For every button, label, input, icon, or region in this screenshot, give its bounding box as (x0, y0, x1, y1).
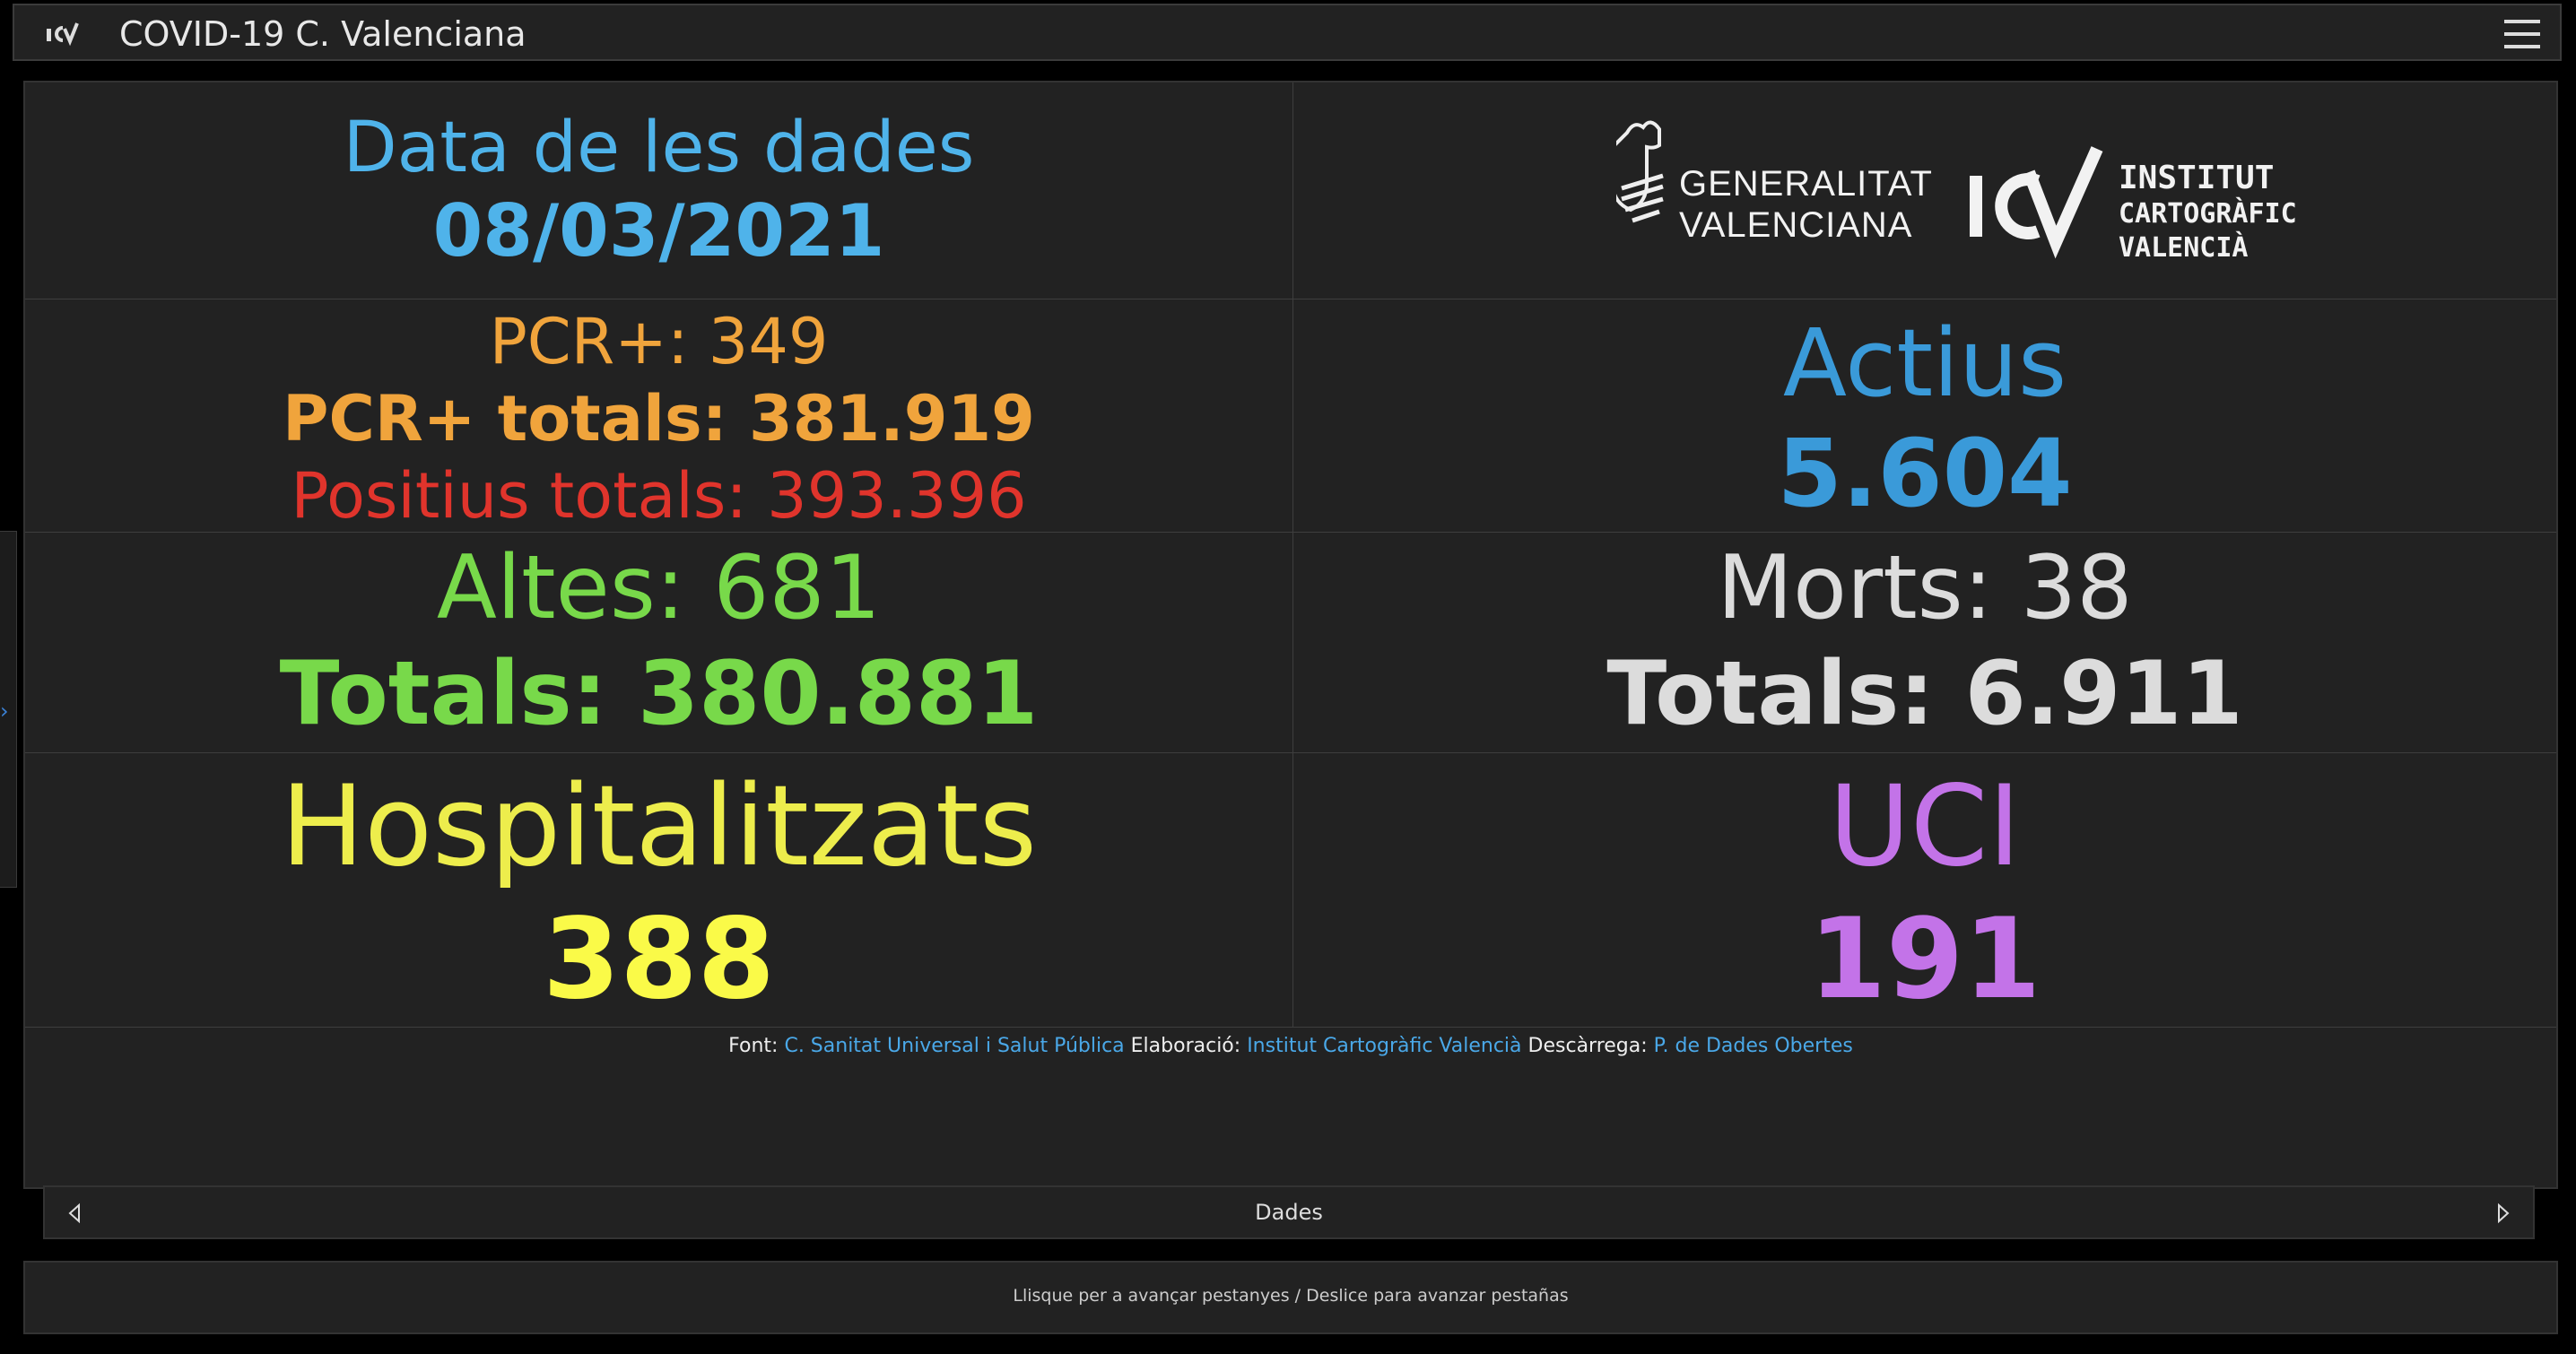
chevron-right-icon: › (0, 699, 9, 724)
generalitat-line2: VALENCIANA (1679, 205, 1912, 245)
logos-cell: GENERALITAT VALENCIANA INSTITUT CARTOGRÀ… (1293, 82, 2556, 299)
tab-dades[interactable]: Dades (1255, 1200, 1323, 1225)
date-value: 08/03/2021 (432, 189, 885, 273)
icv-logo-icon (47, 22, 79, 47)
hospitalized-value: 388 (543, 895, 775, 1024)
indicator-grid: Data de les dades 08/03/2021 GENERALITAT… (25, 82, 2556, 1028)
app-header: COVID-19 C. Valenciana (13, 4, 2562, 61)
deaths-cell: Morts: 38 Totals: 6.911 (1293, 533, 2556, 753)
swipe-hint-bar: Llisque per a avançar pestanyes / Deslic… (23, 1261, 2558, 1334)
icv-line1: INSTITUT (2119, 160, 2274, 196)
download-link[interactable]: P. de Dades Obertes (1653, 1035, 1853, 1057)
icv-logo: INSTITUT CARTOGRÀFIC VALENCIÀ (1970, 146, 2297, 264)
chevron-right-icon[interactable] (2490, 1200, 2517, 1227)
icu-value: 191 (1808, 895, 2041, 1024)
date-cell: Data de les dades 08/03/2021 (25, 82, 1293, 299)
side-panel-toggle[interactable]: › (0, 531, 17, 888)
hospitalized-cell: Hospitalitzats 388 (25, 753, 1293, 1028)
active-value: 5.604 (1777, 419, 2073, 528)
icu-label: UCI (1829, 762, 2021, 891)
active-cell: Actius 5.604 (1293, 299, 2556, 533)
pcr-totals: PCR+ totals: 381.919 (283, 382, 1035, 456)
chevron-left-icon[interactable] (61, 1200, 88, 1227)
hamburger-menu-icon[interactable] (2504, 20, 2540, 48)
download-label: Descàrrega: (1527, 1035, 1648, 1057)
icv-line2: CARTOGRÀFIC (2119, 197, 2297, 230)
pcr-daily: PCR+: 349 (489, 305, 829, 378)
positives-total: Positius totals: 393.396 (291, 459, 1027, 533)
hospitalized-label: Hospitalitzats (280, 762, 1038, 891)
icv-line3: VALENCIÀ (2119, 231, 2249, 264)
source-link[interactable]: C. Sanitat Universal i Salut Pública (784, 1035, 1125, 1057)
dashboard-panel: Data de les dades 08/03/2021 GENERALITAT… (23, 81, 2558, 1189)
icu-cell: UCI 191 (1293, 753, 2556, 1028)
active-label: Actius (1782, 308, 2067, 418)
app-title: COVID-19 C. Valenciana (119, 14, 527, 54)
discharges-daily: Altes: 681 (436, 537, 882, 639)
date-label: Data de les dades (343, 108, 975, 188)
institution-logos: GENERALITAT VALENCIANA INSTITUT CARTOGRÀ… (1616, 120, 2297, 264)
elaboration-link[interactable]: Institut Cartogràfic Valencià (1247, 1035, 1522, 1057)
elaboration-label: Elaboració: (1130, 1035, 1241, 1057)
generalitat-line1: GENERALITAT (1679, 164, 1933, 204)
discharges-cell: Altes: 681 Totals: 380.881 (25, 533, 1293, 753)
attribution-line: Font: C. Sanitat Universal i Salut Públi… (25, 1035, 2556, 1057)
deaths-totals: Totals: 6.911 (1606, 643, 2243, 745)
pcr-cell: PCR+: 349 PCR+ totals: 381.919 Positius … (25, 299, 1293, 533)
swipe-hint-text: Llisque per a avançar pestanyes / Deslic… (1013, 1286, 1569, 1306)
discharges-totals: Totals: 380.881 (279, 643, 1039, 745)
generalitat-valenciana-logo: GENERALITAT VALENCIANA (1616, 120, 1933, 245)
tab-navigator: Dades (43, 1185, 2535, 1239)
deaths-daily: Morts: 38 (1717, 537, 2133, 639)
source-label: Font: (728, 1035, 779, 1057)
